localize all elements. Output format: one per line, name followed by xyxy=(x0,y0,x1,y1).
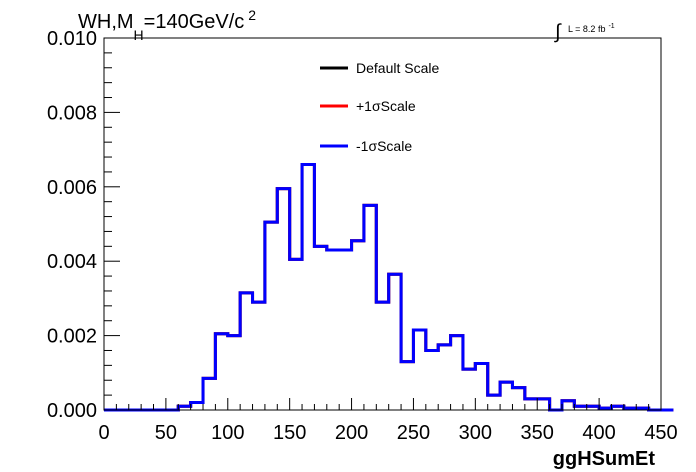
x-tick-label: 250 xyxy=(397,422,430,444)
y-tick-label: 0.002 xyxy=(47,326,97,348)
x-tick-label: 50 xyxy=(155,422,177,444)
x-tick-label: 400 xyxy=(582,422,615,444)
y-tick-label: 0.010 xyxy=(47,28,97,50)
x-tick-label: 450 xyxy=(644,422,677,444)
y-tick-label: 0.000 xyxy=(47,400,97,422)
x-tick-label: 150 xyxy=(273,422,306,444)
legend-label-minus: -1σScale xyxy=(356,138,412,154)
x-axis: 0 50 100 150 200 250 300 350 400 450 xyxy=(98,398,678,444)
series-layer xyxy=(104,162,674,412)
y-tick-label: 0.004 xyxy=(47,251,97,273)
title-prefix: WH,M xyxy=(78,11,134,33)
legend-label-default: Default Scale xyxy=(356,60,439,76)
x-tick-label: 300 xyxy=(459,422,492,444)
title-subscript: H xyxy=(134,27,144,43)
x-axis-label: ggHSumEt xyxy=(553,448,656,470)
series-minus xyxy=(104,162,674,412)
title-superscript: 2 xyxy=(248,7,256,23)
legend: Default Scale +1σScale -1σScale xyxy=(320,60,439,154)
lumi-text: L = 8.2 fb xyxy=(568,24,605,34)
title-main: =140GeV/c xyxy=(144,11,245,33)
lumi-integral: ∫ xyxy=(554,21,562,43)
legend-label-plus: +1σScale xyxy=(356,98,416,114)
x-tick-label: 200 xyxy=(335,422,368,444)
plot-frame xyxy=(103,37,662,411)
x-tick-label: 0 xyxy=(98,422,109,444)
lumi-label: L = 8.2 fb -1 xyxy=(568,23,615,34)
chart-title: WH,MH=140GeV/c 2 xyxy=(78,7,256,43)
lumi-superscript: -1 xyxy=(608,23,614,30)
y-tick-label: 0.006 xyxy=(47,177,97,199)
x-tick-label: 100 xyxy=(211,422,244,444)
x-tick-label: 350 xyxy=(521,422,554,444)
series-line xyxy=(104,162,674,412)
y-tick-label: 0.008 xyxy=(47,102,97,124)
y-axis: 0.000 0.002 0.004 0.006 0.008 0.010 xyxy=(47,28,120,422)
